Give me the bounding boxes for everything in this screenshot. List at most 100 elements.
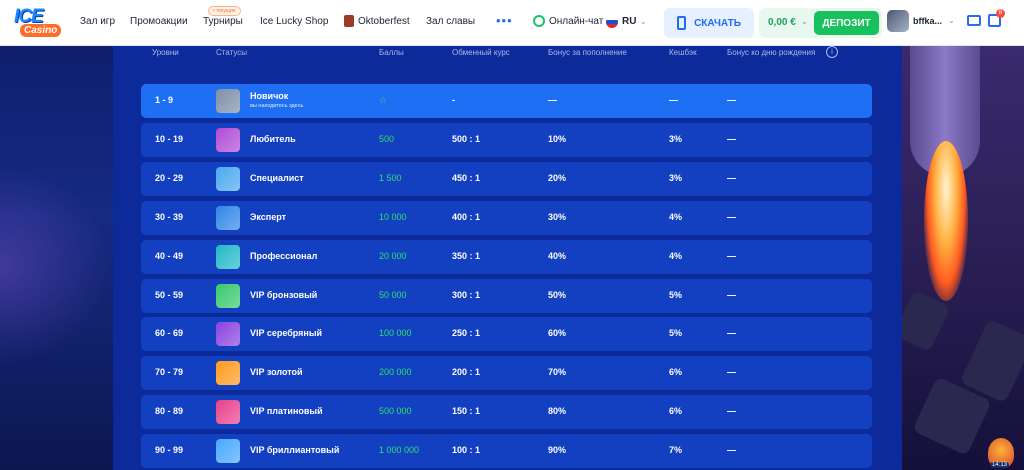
chevron-down-icon[interactable]: ⌄	[640, 17, 647, 26]
cashback-value: —	[669, 95, 678, 105]
birthday-bonus: —	[727, 211, 736, 222]
cashback-value: 5%	[669, 328, 683, 339]
exchange-rate: 500 : 1	[452, 133, 481, 144]
exchange-rate: 250 : 1	[452, 328, 481, 339]
status-icon	[216, 166, 240, 191]
birthday-bonus: —	[727, 250, 736, 261]
points-value: 200 000	[379, 367, 412, 378]
points-value: 500	[379, 133, 395, 144]
cashback-value: 6%	[669, 406, 683, 417]
cashback-value: 6%	[669, 367, 683, 378]
level-range: 20 - 29	[155, 172, 184, 183]
birthday-bonus: —	[727, 289, 736, 300]
exchange-rate: 300 : 1	[452, 289, 481, 300]
cashback-value: 4%	[669, 211, 683, 222]
birthday-bonus: —	[727, 328, 736, 339]
balance-box[interactable]: 0,00 € ⌄ ДЕПОЗИТ	[759, 8, 882, 38]
balance-chevron-icon[interactable]: ⌄	[801, 17, 808, 26]
birthday-bonus: —	[727, 133, 736, 144]
balance-value: 0,00 €	[768, 17, 796, 28]
exchange-rate: 100 : 1	[452, 445, 481, 456]
points-value: 20 000	[379, 250, 407, 261]
chat-icon[interactable]	[533, 15, 545, 27]
nav-hall-of-fame[interactable]: Зал славы	[426, 16, 476, 27]
exchange-rate: 350 : 1	[452, 250, 481, 261]
nav-games[interactable]: Зал игр	[80, 16, 116, 27]
status-icon	[216, 244, 240, 269]
deposit-button[interactable]: ДЕПОЗИТ	[814, 11, 879, 35]
mail-icon[interactable]	[967, 15, 981, 26]
download-label: СКАЧАТЬ	[694, 17, 741, 29]
profile-chevron-icon[interactable]: ⌄	[948, 16, 955, 25]
info-icon[interactable]: i	[826, 46, 838, 58]
nav-tournaments[interactable]: Турниры	[203, 16, 243, 27]
column-header-birthday-bonus: Бонус ко дню рождения	[727, 48, 816, 57]
right-background	[902, 46, 1024, 470]
level-range: 70 - 79	[155, 367, 184, 378]
cashback-value: 4%	[669, 250, 683, 261]
table-row: 1 - 9 Новичок вы находитесь здесь ☆ - — — —	[141, 84, 872, 118]
download-button[interactable]: СКАЧАТЬ	[664, 8, 754, 38]
rocket-flame-illustration	[924, 141, 968, 301]
phone-icon	[677, 16, 687, 30]
birthday-bonus: —	[727, 172, 736, 183]
status-name: VIP бронзовый	[250, 289, 318, 300]
column-header-statuses: Статусы	[216, 48, 248, 57]
deposit-bonus: 30%	[548, 211, 567, 222]
status-icon	[216, 400, 240, 425]
table-row: 90 - 99 VIP бриллиантовый 1 000 000 100 : 1…	[141, 434, 872, 469]
russian-flag-icon[interactable]	[606, 16, 618, 28]
points-value: 10 000	[379, 211, 407, 222]
exchange-rate: -	[452, 95, 455, 105]
deposit-bonus: 10%	[548, 133, 567, 144]
more-menu-icon[interactable]: •••	[496, 13, 513, 28]
birthday-bonus: —	[727, 95, 736, 105]
level-range: 1 - 9	[155, 95, 174, 105]
level-range: 30 - 39	[155, 211, 184, 222]
deposit-bonus: 60%	[548, 328, 567, 339]
nav-promotions[interactable]: Промоакции	[130, 16, 188, 27]
birthday-bonus: —	[727, 406, 736, 417]
casino-logo[interactable]: ICE Casino	[10, 6, 62, 40]
table-row: 30 - 39 Эксперт 10 000 400 : 1 30% 4% —	[141, 200, 872, 235]
deposit-bonus: —	[548, 95, 557, 105]
points-value: 1 000 000	[379, 445, 420, 456]
username[interactable]: bffka...	[913, 16, 943, 26]
points-value: 100 000	[379, 328, 412, 339]
status-name: Профессионал	[250, 250, 318, 261]
logo-text-top: ICE	[14, 6, 44, 27]
birthday-bonus: —	[727, 445, 736, 456]
logo-text-bottom: Casino	[20, 24, 62, 37]
level-range: 10 - 19	[155, 133, 184, 144]
status-name: Эксперт	[250, 211, 287, 222]
column-header-exchange-rate: Обменный курс	[452, 48, 510, 57]
status-name: VIP серебряный	[250, 328, 323, 339]
gift-icon[interactable]	[988, 14, 1001, 27]
status-name: VIP платиновый	[250, 406, 323, 417]
left-background	[0, 46, 113, 470]
status-icon	[216, 283, 240, 308]
oktoberfest-icon	[344, 15, 354, 27]
language-selector[interactable]: RU	[622, 16, 637, 27]
nav-lucky-shop[interactable]: Ice Lucky Shop	[260, 16, 329, 27]
table-row: 20 - 29 Специалист 1 500 450 : 1 20% 3% —	[141, 161, 872, 196]
table-row: 40 - 49 Профессионал 20 000 350 : 1 40% 4% —	[141, 239, 872, 274]
deposit-bonus: 20%	[548, 172, 567, 183]
exchange-rate: 200 : 1	[452, 367, 481, 378]
online-chat-link[interactable]: Онлайн-чат	[549, 16, 604, 27]
cashback-value: 7%	[669, 445, 683, 456]
table-row: 50 - 59 VIP бронзовый 50 000 300 : 1 50% 5% —	[141, 278, 872, 313]
level-range: 60 - 69	[155, 328, 184, 339]
level-range: 50 - 59	[155, 289, 184, 300]
points-value: 50 000	[379, 289, 407, 300]
level-range: 90 - 99	[155, 445, 184, 456]
points-value: 500 000	[379, 406, 412, 417]
avatar[interactable]	[887, 10, 909, 32]
status-icon	[216, 205, 240, 230]
nav-oktoberfest[interactable]: Oktoberfest	[358, 16, 410, 27]
status-name: VIP бриллиантовый	[250, 445, 340, 456]
cashback-value: 5%	[669, 289, 683, 300]
table-row: 80 - 89 VIP платиновый 500 000 150 : 1 80% 6%…	[141, 395, 872, 430]
vip-levels-panel: Уровни Статусы Баллы Обменный курс Бонус…	[113, 46, 902, 470]
cashback-value: 3%	[669, 133, 683, 144]
